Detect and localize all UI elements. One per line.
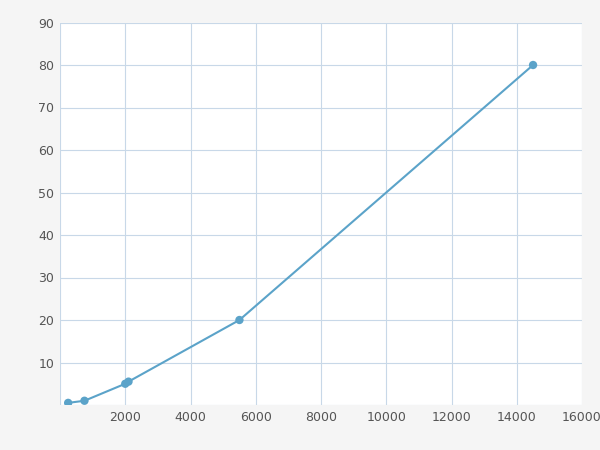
Point bbox=[528, 61, 538, 68]
Point bbox=[121, 380, 130, 387]
Point bbox=[235, 316, 244, 324]
Point bbox=[64, 399, 73, 406]
Point bbox=[80, 397, 89, 405]
Point bbox=[124, 378, 133, 385]
